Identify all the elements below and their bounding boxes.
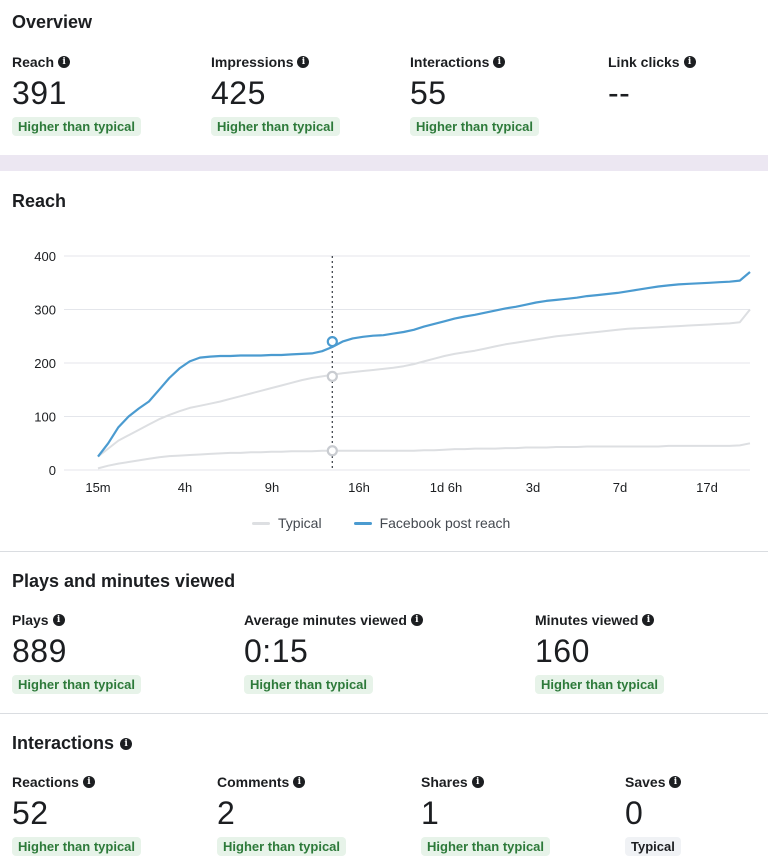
- reach-title: Reach: [12, 191, 67, 211]
- metric-label: Reach: [12, 54, 55, 70]
- metric-value: 391: [12, 75, 67, 111]
- metric-interactions: Interactions i 55 Higher than typical: [410, 54, 540, 136]
- metric-label: Plays: [12, 612, 49, 628]
- metric-link-clicks: Link clicks i --: [608, 54, 696, 111]
- info-icon[interactable]: i: [642, 614, 655, 626]
- status-badge: Higher than typical: [217, 837, 347, 856]
- metric-label: Reactions: [12, 774, 79, 790]
- y-tick-label: 400: [34, 249, 56, 264]
- metric-value: 889: [12, 633, 67, 669]
- legend-item-typical[interactable]: Typical: [252, 515, 322, 531]
- info-icon[interactable]: i: [493, 56, 506, 68]
- plays-title: Plays and minutes viewed: [12, 571, 236, 591]
- metric-comments: Comments i 2 Higher than typical: [217, 774, 347, 856]
- metric-value: 55: [410, 75, 447, 111]
- overview-title: Overview: [12, 12, 93, 32]
- info-icon[interactable]: i: [297, 56, 310, 68]
- legend-label: Typical: [278, 515, 322, 531]
- metric-label: Impressions: [211, 54, 294, 70]
- y-tick-label: 300: [34, 303, 56, 318]
- metric-label: Link clicks: [608, 54, 680, 70]
- metric-value: 52: [12, 795, 49, 831]
- info-icon[interactable]: i: [82, 776, 95, 788]
- status-badge: Higher than typical: [12, 837, 142, 856]
- metric-value: 0:15: [244, 633, 309, 669]
- chart-legend: Typical Facebook post reach: [252, 515, 542, 531]
- x-tick-label: 16h: [348, 480, 370, 495]
- x-tick-label: 17d: [696, 480, 718, 495]
- info-icon[interactable]: i: [683, 56, 696, 68]
- metric-value: --: [608, 75, 631, 111]
- status-badge: Higher than typical: [12, 117, 142, 136]
- metric-avg-minutes: Average minutes viewed i 0:15 Higher than…: [244, 612, 423, 694]
- info-icon[interactable]: i: [58, 56, 71, 68]
- hover-point: [326, 335, 338, 348]
- interactions-title-text: Interactions: [12, 733, 115, 753]
- metric-label: Comments: [217, 774, 290, 790]
- x-tick-label: 15m: [85, 480, 110, 495]
- legend-label: Facebook post reach: [379, 515, 511, 531]
- status-badge: Higher than typical: [421, 837, 551, 856]
- y-tick-label: 200: [34, 356, 56, 371]
- metric-plays: Plays i 889 Higher than typical: [12, 612, 142, 694]
- section-separator: [0, 155, 768, 171]
- series-line-typical: [97, 308, 751, 458]
- status-badge: Higher than typical: [12, 675, 142, 694]
- status-badge: Higher than typical: [410, 117, 540, 136]
- metric-label: Average minutes viewed: [244, 612, 407, 628]
- x-tick-label: 9h: [265, 480, 279, 495]
- info-icon[interactable]: i: [471, 776, 484, 788]
- legend-swatch: [252, 521, 270, 525]
- info-icon[interactable]: i: [120, 737, 133, 750]
- x-tick-label: 7d: [613, 480, 627, 495]
- info-icon[interactable]: i: [52, 614, 65, 626]
- metric-reach: Reach i 391 Higher than typical: [12, 54, 142, 136]
- metric-reactions: Reactions i 52 Higher than typical: [12, 774, 142, 856]
- series-line-post-reach: [97, 271, 751, 458]
- reach-chart: 0 100 200 300 400 15m 4h 9h 16h 1d 6h 3d 7d 17d: [34, 249, 751, 495]
- status-badge: Higher than typical: [244, 675, 374, 694]
- status-badge: Typical: [625, 837, 681, 856]
- metric-label: Interactions: [410, 54, 490, 70]
- metric-value: 160: [535, 633, 590, 669]
- x-tick-label: 4h: [178, 480, 192, 495]
- y-tick-label: 0: [49, 463, 56, 478]
- metric-shares: Shares i 1 Higher than typical: [421, 774, 551, 856]
- legend-item-post-reach[interactable]: Facebook post reach: [353, 515, 511, 531]
- info-icon[interactable]: i: [410, 614, 423, 626]
- metric-label: Minutes viewed: [535, 612, 639, 628]
- metric-value: 2: [217, 795, 236, 831]
- info-icon[interactable]: i: [293, 776, 306, 788]
- hover-point: [326, 370, 338, 382]
- metric-value: 0: [625, 795, 644, 831]
- x-tick-label: 3d: [526, 480, 540, 495]
- series-line-typical: [97, 442, 751, 470]
- interactions-title: Interactions i: [12, 733, 133, 754]
- metric-value: 425: [211, 75, 266, 111]
- metric-saves: Saves i 0 Typical: [625, 774, 682, 856]
- metric-label: Shares: [421, 774, 468, 790]
- metric-label: Saves: [625, 774, 666, 790]
- y-tick-label: 100: [34, 410, 56, 425]
- status-badge: Higher than typical: [535, 675, 665, 694]
- metric-minutes-viewed: Minutes viewed i 160 Higher than typical: [535, 612, 665, 694]
- divider: [0, 713, 768, 714]
- info-icon[interactable]: i: [669, 776, 682, 788]
- status-badge: Higher than typical: [211, 117, 341, 136]
- metric-impressions: Impressions i 425 Higher than typical: [211, 54, 341, 136]
- metric-value: 1: [421, 795, 440, 831]
- divider: [0, 551, 768, 552]
- legend-swatch: [353, 521, 372, 525]
- hover-point: [326, 445, 338, 457]
- x-tick-label: 1d 6h: [430, 480, 463, 495]
